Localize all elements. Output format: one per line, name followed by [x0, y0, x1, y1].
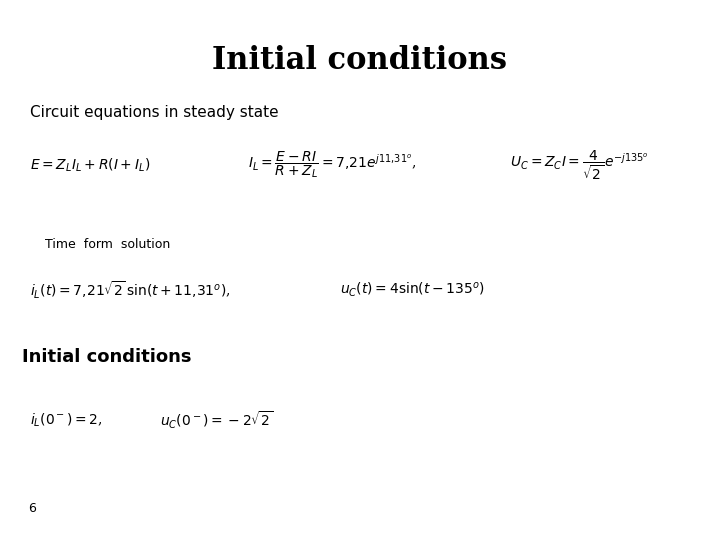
Text: 6: 6 — [28, 502, 36, 515]
Text: $i_L(0^-) = 2$,: $i_L(0^-) = 2$, — [30, 411, 103, 429]
Text: Initial conditions: Initial conditions — [22, 348, 192, 366]
Text: Time  form  solution: Time form solution — [45, 238, 170, 251]
Text: Initial conditions: Initial conditions — [212, 45, 508, 76]
Text: $u_C(t) = 4\sin(t - 135^o)$: $u_C(t) = 4\sin(t - 135^o)$ — [340, 281, 485, 299]
Text: $I_L = \dfrac{E - RI}{R + Z_L} = 7{,}21e^{j11{,}31^o}$,: $I_L = \dfrac{E - RI}{R + Z_L} = 7{,}21e… — [248, 150, 416, 180]
Text: $E = Z_L I_L + R\left(I + I_L\right)$: $E = Z_L I_L + R\left(I + I_L\right)$ — [30, 156, 150, 174]
Text: $u_C(0^-) = -2\sqrt{2}$: $u_C(0^-) = -2\sqrt{2}$ — [160, 409, 273, 430]
Text: $i_L(t) = 7{,}21\sqrt{2}\,\sin(t + 11{,}31^o)$,: $i_L(t) = 7{,}21\sqrt{2}\,\sin(t + 11{,}… — [30, 279, 230, 301]
Text: $U_C = Z_C I = \dfrac{4}{\sqrt{2}}e^{-j135^o}$: $U_C = Z_C I = \dfrac{4}{\sqrt{2}}e^{-j1… — [510, 148, 649, 181]
Text: Circuit equations in steady state: Circuit equations in steady state — [30, 105, 279, 120]
